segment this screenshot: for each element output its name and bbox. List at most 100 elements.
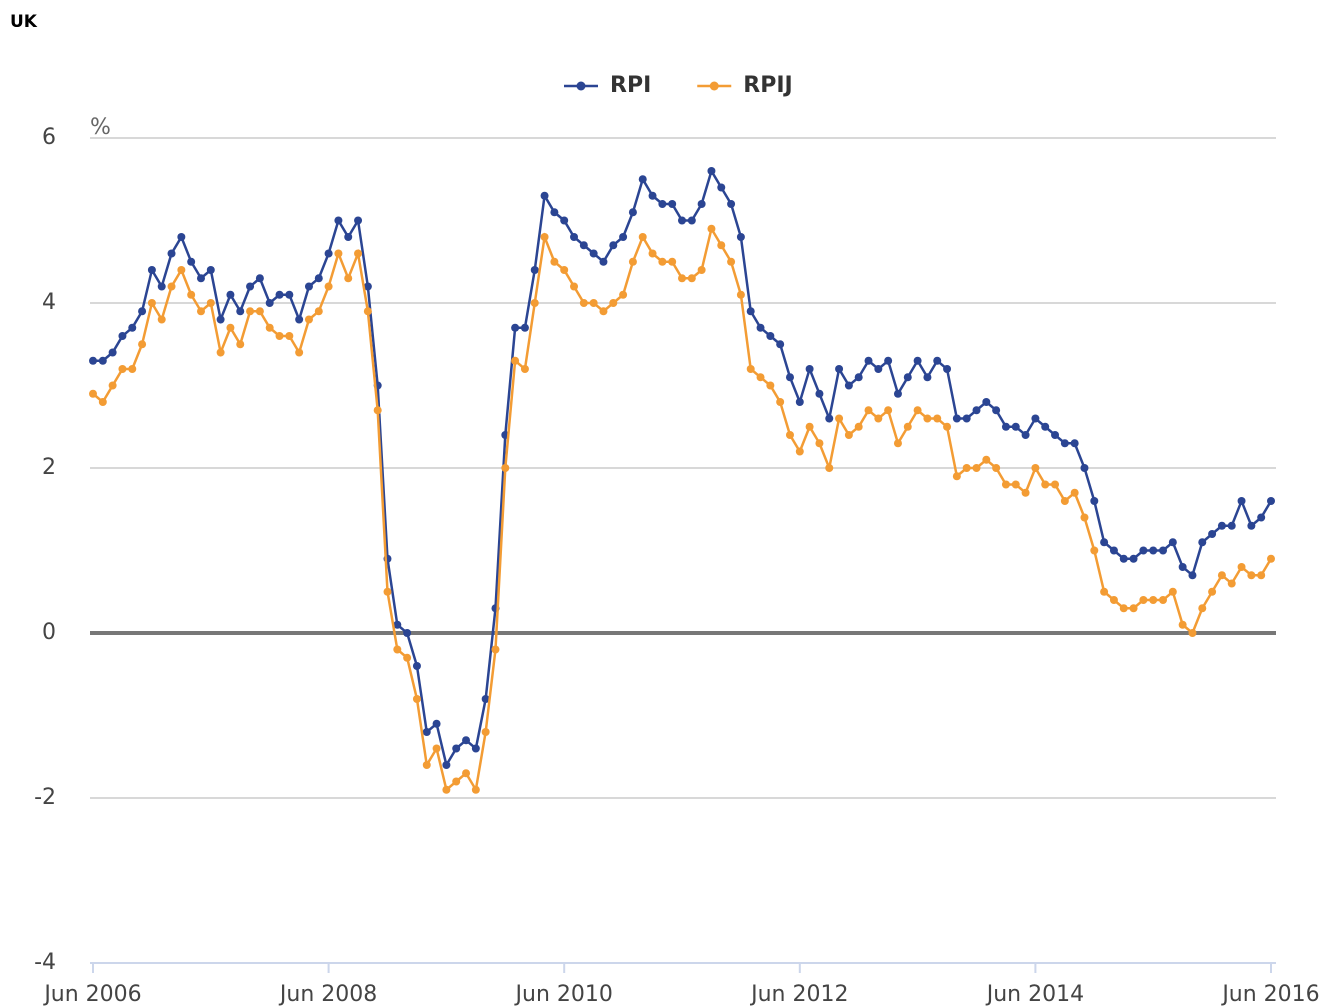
data-point — [265, 323, 274, 332]
data-point — [805, 422, 814, 431]
data-point — [599, 257, 608, 266]
data-point — [619, 290, 628, 299]
data-point — [442, 785, 451, 794]
data-point — [962, 414, 971, 423]
data-point — [756, 373, 765, 382]
data-point — [432, 744, 441, 753]
data-point — [903, 373, 912, 382]
data-point — [471, 785, 480, 794]
data-point — [265, 299, 274, 307]
data-point — [668, 200, 677, 208]
data-point — [1227, 579, 1236, 588]
data-point — [530, 266, 539, 274]
data-point — [972, 464, 981, 472]
data-point — [736, 233, 745, 241]
data-point — [138, 340, 147, 349]
data-point — [560, 216, 569, 225]
data-point — [324, 282, 333, 291]
data-point — [844, 431, 853, 439]
data-point — [246, 307, 255, 316]
data-point — [952, 414, 961, 423]
data-point — [1011, 422, 1020, 431]
data-point — [196, 307, 205, 316]
data-point — [177, 233, 186, 241]
data-point — [599, 307, 608, 316]
data-point — [275, 332, 284, 340]
data-point — [727, 200, 736, 208]
data-point — [1100, 538, 1109, 547]
data-point — [1051, 431, 1060, 439]
data-point — [167, 282, 176, 291]
data-point — [471, 744, 480, 753]
data-point — [854, 422, 863, 431]
data-point — [491, 645, 500, 654]
data-point — [697, 266, 706, 274]
data-point — [874, 414, 883, 423]
data-point — [118, 332, 127, 340]
data-point — [1109, 596, 1118, 604]
data-point — [1119, 604, 1128, 613]
data-point — [128, 323, 137, 332]
data-point — [285, 332, 294, 340]
data-point — [452, 777, 461, 786]
data-point — [707, 224, 716, 233]
data-point — [422, 761, 431, 769]
data-point — [520, 365, 529, 373]
data-point — [1159, 546, 1168, 555]
data-point — [1031, 414, 1040, 423]
data-point — [1060, 439, 1069, 448]
data-point — [766, 332, 775, 340]
data-point — [746, 307, 755, 316]
data-point — [785, 373, 794, 382]
data-point — [1041, 422, 1050, 431]
data-point — [432, 719, 441, 728]
data-point — [285, 290, 294, 299]
data-point — [589, 249, 598, 258]
data-point — [943, 422, 952, 431]
data-point — [825, 414, 834, 423]
data-point — [236, 340, 245, 349]
data-point — [1031, 464, 1040, 472]
data-point — [98, 398, 107, 406]
data-point — [619, 233, 628, 241]
data-point — [1257, 571, 1266, 580]
data-point — [383, 587, 392, 596]
data-point — [550, 257, 559, 266]
data-point — [1159, 596, 1168, 604]
data-point — [1178, 620, 1187, 629]
data-point — [746, 365, 755, 373]
data-point — [992, 464, 1001, 472]
data-point — [206, 299, 215, 307]
data-point — [589, 299, 598, 307]
data-point — [177, 266, 186, 274]
data-point — [1090, 497, 1099, 505]
data-point — [1051, 480, 1060, 489]
data-point — [128, 365, 137, 373]
data-point — [893, 389, 902, 398]
data-point — [815, 389, 824, 398]
data-point — [1267, 497, 1275, 505]
data-point — [344, 233, 353, 241]
data-point — [1021, 488, 1030, 497]
data-point — [1178, 563, 1187, 571]
data-point — [570, 233, 579, 241]
data-point — [236, 307, 245, 316]
data-point — [982, 455, 991, 464]
data-point — [540, 191, 549, 200]
data-point — [628, 257, 637, 266]
data-point — [393, 620, 402, 629]
legend-marker — [576, 81, 586, 91]
x-tick-label: Jun 2012 — [749, 982, 848, 1007]
data-point — [1090, 546, 1099, 555]
data-point — [1257, 513, 1266, 522]
data-point — [678, 216, 686, 225]
data-point — [403, 653, 412, 662]
data-point — [835, 414, 844, 423]
y-tick-label: -2 — [34, 785, 56, 810]
data-point — [157, 315, 166, 324]
data-point — [1168, 587, 1177, 596]
data-point — [206, 266, 215, 274]
data-point — [452, 744, 461, 753]
legend-label: RPIJ — [743, 73, 792, 98]
data-point — [1139, 596, 1148, 604]
